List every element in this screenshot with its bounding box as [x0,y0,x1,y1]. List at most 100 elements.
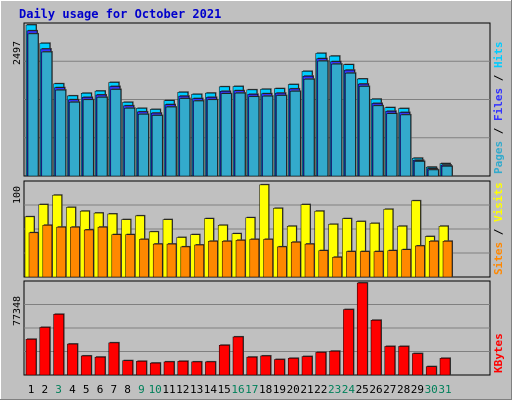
x-tick-day-30: 30 [425,383,438,396]
bar-sites-day-28 [401,249,411,278]
x-tick-day-18: 18 [259,383,272,396]
x-tick-day-25: 25 [356,383,369,396]
bar-sites-day-17 [249,239,260,278]
x-tick-day-26: 26 [369,383,382,396]
x-tick-day-15: 15 [218,383,231,396]
bar-kbytes-day-21 [301,356,313,376]
bar-kbytes-day-18 [260,355,271,376]
series-pages [27,32,453,177]
x-tick-day-2: 2 [41,383,48,396]
bar-sites-day-5 [83,229,94,278]
bar-sites-day-8 [125,234,135,278]
bar-pages-day-7 [110,89,122,177]
bar-pages-day-11 [165,106,177,177]
bar-kbytes-day-10 [149,362,161,376]
bar-kbytes-day-1 [25,339,37,376]
bar-kbytes-day-15 [218,345,230,376]
bar-kbytes-day-3 [53,314,64,376]
x-tick-day-28: 28 [397,383,410,396]
x-tick-day-7: 7 [110,383,117,396]
bar-sites-day-30 [428,241,439,278]
x-tick-day-12: 12 [176,383,189,396]
bar-kbytes-day-13 [191,361,202,376]
bar-kbytes-day-4 [67,343,78,376]
x-tick-day-14: 14 [204,383,218,396]
bar-kbytes-day-6 [94,356,106,376]
bar-pages-day-5 [82,99,94,177]
panel-side-legend: Pages / Files / Hits [492,42,505,175]
bar-pages-day-14 [207,99,218,177]
bar-kbytes-day-27 [384,346,396,376]
x-tick-day-4: 4 [69,383,76,396]
bar-sites-day-24 [346,251,356,278]
side-legend-text: KBytes [492,333,505,373]
x-tick-day-5: 5 [83,383,90,396]
bar-pages-day-15 [220,93,232,177]
bar-sites-day-11 [166,243,177,278]
bar-sites-day-14 [208,241,218,278]
bar-kbytes-day-14 [205,361,216,376]
bar-sites-day-20 [290,241,301,278]
bar-pages-day-19 [276,95,287,177]
bar-sites-day-21 [304,243,315,278]
bar-kbytes-day-16 [232,336,244,376]
y-max-label: 2497 [12,41,23,65]
legend-separator: / [492,121,505,141]
x-tick-day-27: 27 [383,383,396,396]
bar-kbytes-day-12 [177,361,189,376]
x-tick-day-24: 24 [342,383,356,396]
bar-kbytes-day-28 [398,346,409,376]
bar-kbytes-day-29 [412,353,423,376]
legend-pages: Pages [492,141,505,174]
panel-side-legend: KBytes [492,333,505,373]
panel-side-legend: Sites / Visits [492,182,505,275]
bar-pages-day-9 [138,114,149,177]
x-tick-day-29: 29 [411,383,424,396]
bar-sites-day-18 [263,239,273,278]
bar-pages-day-28 [400,114,411,177]
bar-pages-day-31 [441,166,453,177]
bar-sites-day-29 [415,245,425,278]
bar-sites-day-6 [97,226,108,278]
bar-pages-day-10 [151,115,163,177]
bar-pages-day-3 [55,89,66,177]
x-tick-day-22: 22 [314,383,327,396]
bar-kbytes-day-22 [315,352,327,376]
bar-pages-day-2 [41,51,53,177]
bar-pages-day-30 [427,169,439,177]
series-sites [28,224,453,278]
bar-sites-day-13 [194,244,204,278]
bar-pages-day-21 [303,78,315,177]
x-tick-day-3: 3 [55,383,62,396]
bar-sites-day-26 [373,251,384,278]
y-max-label: 77348 [12,296,23,326]
bar-pages-day-8 [124,108,135,177]
bar-pages-day-22 [317,60,329,177]
bar-sites-day-25 [359,251,370,278]
bar-sites-day-27 [387,250,398,278]
bar-sites-day-10 [152,243,163,278]
bar-pages-day-27 [386,113,398,177]
bar-kbytes-day-25 [356,282,368,376]
side-legend-text: Sites / Visits [492,182,505,275]
x-tick-day-16: 16 [231,383,244,396]
bar-kbytes-day-5 [80,355,92,376]
side-legend-text: Pages / Files / Hits [492,42,505,175]
bar-kbytes-day-31 [439,358,451,376]
legend-files: Files [492,88,505,121]
bar-sites-day-12 [180,246,191,278]
bar-kbytes-day-9 [136,361,147,376]
bar-pages-day-16 [234,92,246,177]
bar-sites-day-2 [42,225,53,278]
x-tick-day-1: 1 [28,383,35,396]
bar-sites-day-16 [235,240,246,278]
bar-pages-day-18 [262,95,273,177]
bar-pages-day-1 [27,33,39,177]
bar-pages-day-6 [96,97,108,177]
x-tick-day-19: 19 [273,383,286,396]
legend-hits: Hits [492,42,505,69]
bar-pages-day-29 [414,161,425,177]
bar-kbytes-day-8 [122,360,133,376]
